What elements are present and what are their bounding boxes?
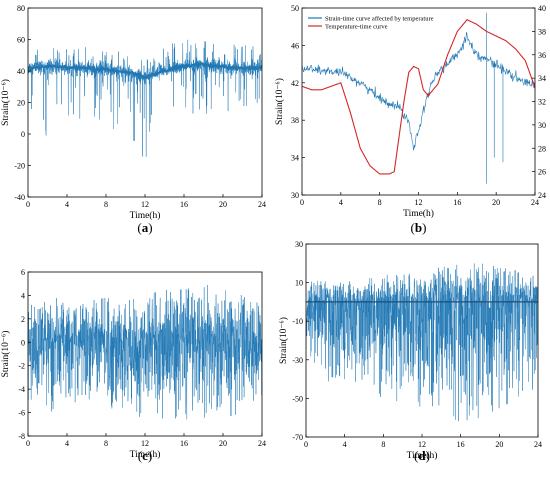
y-tick-label: 30 xyxy=(291,191,299,200)
x-tick-label: 24 xyxy=(258,200,266,209)
x-tick-label: 20 xyxy=(492,198,500,207)
x-tick-label: 24 xyxy=(531,198,539,207)
y-tick-label: -2 xyxy=(18,362,25,371)
x-tick-label: 0 xyxy=(300,198,304,207)
x-axis-label: Time(h) xyxy=(403,208,434,219)
y2-tick-label: 24 xyxy=(538,191,546,200)
y-tick-label: -30 xyxy=(292,356,303,365)
legend-label: Temperature-time curve xyxy=(325,23,388,30)
x-tick-label: 16 xyxy=(457,440,465,449)
x-tick-label: 16 xyxy=(180,200,188,209)
chart-panel-d: 0 4 8 12 16 20 24 -70 -50 -30 -10 10 30 Time(h) Strain… xyxy=(278,240,542,463)
y2-tick-label: 34 xyxy=(538,74,546,83)
x-tick-label: 0 xyxy=(304,440,308,449)
x-tick-label: 4 xyxy=(339,198,343,207)
plot-area xyxy=(306,263,538,422)
series-line-1 xyxy=(302,31,535,151)
y2-tick-label: 36 xyxy=(538,51,546,60)
signal-baseline xyxy=(28,60,262,81)
y-tick-label: -10 xyxy=(292,317,303,326)
x-axis-label: Time(h) xyxy=(130,449,161,460)
y-tick-label: -70 xyxy=(292,433,303,442)
y2-tick-label: 40 xyxy=(538,4,546,13)
x-tick-label: 24 xyxy=(258,439,266,448)
x-tick-label: 12 xyxy=(141,439,149,448)
y-axis-label: Strain(10⁻⁶) xyxy=(0,331,11,378)
y2-tick-label: 28 xyxy=(538,144,546,153)
chart-panel-a: 0 4 8 12 16 20 24 -40 -20 0 20 40 60 80 Time(h) Strain(… xyxy=(0,4,266,235)
y-tick-label: 38 xyxy=(291,116,299,125)
plot-area xyxy=(28,39,262,157)
y-tick-label: 6 xyxy=(21,268,25,277)
y-tick-label: -40 xyxy=(14,193,25,202)
axes-frame xyxy=(301,7,536,196)
x-tick-label: 8 xyxy=(104,200,108,209)
legend: Strain-time curve affected by temperatur… xyxy=(308,15,434,30)
signal-trace xyxy=(28,284,262,420)
x-tick-label: 0 xyxy=(26,200,30,209)
y-tick-label: 2 xyxy=(21,315,25,324)
x-axis-label: Time(h) xyxy=(130,210,161,221)
x-tick-label: 4 xyxy=(65,200,69,209)
y-tick-label: 0 xyxy=(21,130,25,139)
x-tick-label: 4 xyxy=(343,440,347,449)
plot-area xyxy=(28,284,262,420)
legend-label: Strain-time curve affected by temperatur… xyxy=(325,15,434,22)
y2-tick-label: 26 xyxy=(538,168,546,177)
chart-panel-c: 0 4 8 12 16 20 24-8-6-4-20246Time(h)Strain(10⁻… xyxy=(0,268,266,463)
y-tick-label: 60 xyxy=(17,36,25,45)
x-tick-label: 16 xyxy=(453,198,461,207)
x-tick-label: 8 xyxy=(378,198,382,207)
y-axis-label: Strain(10⁻⁶) xyxy=(278,317,289,364)
series-line-2 xyxy=(302,19,535,175)
x-tick-label: 12 xyxy=(418,440,426,449)
y-tick-label: 80 xyxy=(17,4,25,13)
x-tick-label: 20 xyxy=(495,440,503,449)
y-tick-label: 42 xyxy=(291,79,299,88)
panel-caption: (b) xyxy=(411,220,427,235)
signal-trace xyxy=(28,39,262,157)
y2-tick-label: 30 xyxy=(538,121,546,130)
chart-panel-b: 0 4 8 12 16 20 24 30 34 38 42 46 50 24 26 28 30 32 34 36 38 4… xyxy=(274,4,546,235)
y-tick-label: -6 xyxy=(18,409,25,418)
y-axis-label: Strain(10⁻⁶) xyxy=(0,79,11,126)
panel-caption: (d) xyxy=(414,448,430,463)
x-axis-label: Time(h) xyxy=(407,450,438,461)
x-tick-label: 12 xyxy=(415,198,423,207)
x-tick-label: 20 xyxy=(219,200,227,209)
x-tick-label: 12 xyxy=(141,200,149,209)
y-tick-label: 10 xyxy=(295,279,303,288)
y-tick-label: 20 xyxy=(17,99,25,108)
x-tick-label: 4 xyxy=(65,439,69,448)
y-tick-label: 30 xyxy=(295,240,303,249)
y2-tick-label: 32 xyxy=(538,98,546,107)
panel-caption: (c) xyxy=(138,448,152,463)
y-tick-label: 4 xyxy=(21,291,25,300)
x-tick-label: 20 xyxy=(219,439,227,448)
signal-trace xyxy=(306,263,538,422)
y-tick-label: -8 xyxy=(18,432,25,441)
y2-tick-label: 38 xyxy=(538,27,546,36)
y-tick-label: 0 xyxy=(21,338,25,347)
y-tick-label: -20 xyxy=(14,162,25,171)
x-tick-label: 24 xyxy=(534,440,542,449)
x-tick-label: 0 xyxy=(26,439,30,448)
y-tick-label: 50 xyxy=(291,4,299,13)
x-tick-label: 8 xyxy=(104,439,108,448)
y-tick-label: -4 xyxy=(18,385,25,394)
y-tick-label: 34 xyxy=(291,154,299,163)
x-tick-label: 16 xyxy=(180,439,188,448)
x-tick-label: 8 xyxy=(381,440,385,449)
axes-frame xyxy=(27,7,263,198)
panel-caption: (a) xyxy=(137,220,152,235)
y-axis-label: Strain(10⁻⁶) xyxy=(274,78,285,125)
y-tick-label: 40 xyxy=(17,67,25,76)
y-tick-label: 46 xyxy=(291,41,299,50)
y-tick-label: -50 xyxy=(292,394,303,403)
plot-area xyxy=(302,12,535,184)
